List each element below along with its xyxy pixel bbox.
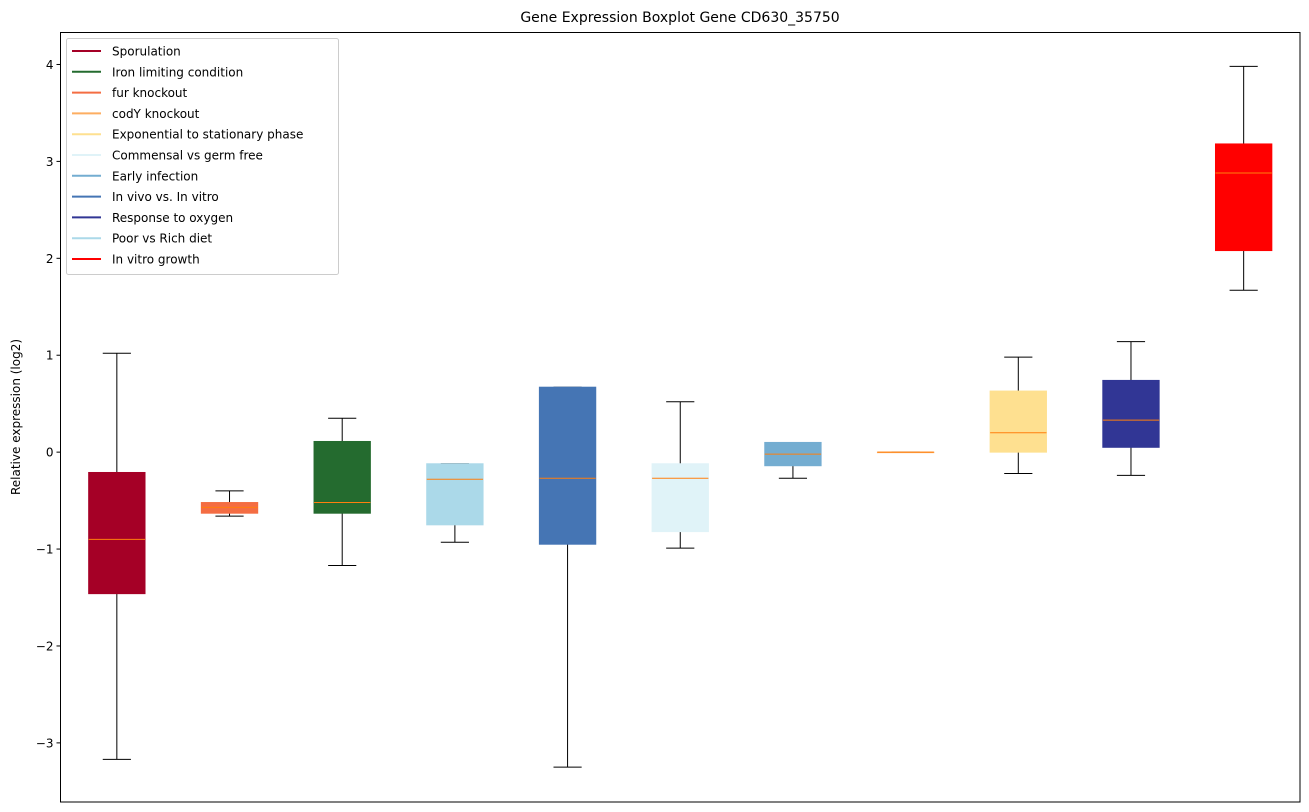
y-tick-label: −3	[36, 736, 54, 750]
y-tick-label: 0	[46, 446, 54, 460]
legend-entry: Poor vs Rich diet	[72, 232, 212, 246]
y-tick-label: 4	[46, 58, 54, 72]
box-body	[1214, 143, 1273, 252]
legend-label: Commensal vs germ free	[112, 149, 263, 163]
legend-label: Sporulation	[112, 45, 181, 59]
legend: Sporulation Iron limiting condition fur kn…	[66, 38, 339, 275]
legend-frame	[66, 38, 339, 275]
box-6	[651, 401, 709, 549]
legend-label: Early infection	[112, 169, 198, 183]
y-tick-label: 3	[46, 155, 54, 169]
box-10	[1102, 341, 1160, 476]
legend-entry: Exponential to stationary phase	[72, 128, 303, 142]
legend-entry: Iron limiting condition	[72, 65, 243, 79]
y-tick-label: 1	[46, 349, 54, 363]
legend-entry: Sporulation	[72, 45, 181, 59]
legend-entry: In vivo vs. In vitro	[72, 190, 219, 204]
y-axis-label: Relative expression (log2)	[9, 339, 23, 495]
legend-entry: Response to oxygen	[72, 211, 233, 225]
box-body	[88, 471, 146, 595]
legend-label: fur knockout	[112, 86, 188, 100]
legend-label: Iron limiting condition	[112, 65, 243, 79]
legend-label: In vivo vs. In vitro	[112, 190, 219, 204]
box-4	[426, 463, 484, 543]
legend-label: codY knockout	[112, 107, 200, 121]
box-body	[1102, 379, 1160, 448]
box-7	[764, 441, 822, 479]
box-2	[200, 490, 259, 517]
legend-entry: fur knockout	[72, 86, 188, 100]
box-body	[989, 390, 1047, 453]
legend-label: Poor vs Rich diet	[112, 232, 212, 246]
box-3	[313, 417, 371, 567]
box-9	[989, 356, 1047, 474]
y-tick-label: 2	[46, 252, 54, 266]
legend-label: Response to oxygen	[112, 211, 233, 225]
box-1	[88, 352, 146, 760]
chart-title: Gene Expression Boxplot Gene CD630_35750	[520, 10, 839, 26]
legend-label: Exponential to stationary phase	[112, 128, 303, 142]
box-body	[313, 440, 371, 514]
box-11	[1214, 65, 1273, 291]
legend-entry: In vitro growth	[72, 253, 200, 267]
box-5	[538, 386, 597, 768]
boxes-group	[88, 65, 1273, 768]
legend-entry: Early infection	[72, 169, 198, 183]
box-body	[426, 463, 484, 526]
y-tick-label: −1	[36, 543, 54, 557]
box-body	[538, 386, 597, 545]
y-axis: −3 −2 −1 0 1 2 3 4	[36, 58, 61, 750]
box-body	[651, 463, 709, 533]
axes-frame	[60, 32, 1301, 803]
y-tick-label: −2	[36, 639, 54, 653]
legend-entry: Commensal vs germ free	[72, 149, 263, 163]
legend-entry: codY knockout	[72, 107, 200, 121]
box-8	[876, 451, 935, 454]
legend-label: In vitro growth	[112, 253, 200, 267]
